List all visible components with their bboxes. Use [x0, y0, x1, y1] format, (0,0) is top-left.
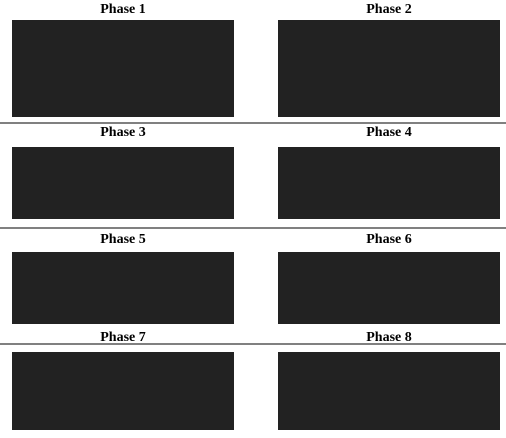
coastlines: [16, 256, 234, 319]
coastlines: [282, 256, 500, 319]
map-panel: Phase 6: [278, 232, 500, 324]
map-panel: Phase 3: [12, 125, 234, 219]
coastlines: [16, 151, 234, 214]
panel-title: Phase 3: [100, 125, 146, 140]
map: [278, 352, 500, 430]
panel-title: Phase 1: [100, 2, 146, 17]
coastlines: [282, 151, 500, 214]
coastlines: [16, 357, 234, 425]
map-panel: Phase 7: [12, 330, 234, 430]
map: [12, 20, 234, 117]
map-panel: Phase 5: [12, 232, 234, 324]
map: [278, 252, 500, 324]
map-panel: Phase 8: [278, 330, 500, 430]
coastlines: [282, 357, 500, 425]
map-panel: Phase 1: [12, 2, 234, 117]
panel-title: Phase 8: [366, 330, 412, 345]
map: [12, 352, 234, 430]
map-panel: Phase 2: [278, 2, 500, 117]
map-panel: Phase 4: [278, 125, 500, 219]
coastlines: [282, 26, 500, 110]
map: [12, 147, 234, 219]
map: [278, 20, 500, 117]
map: [278, 147, 500, 219]
panel-title: Phase 4: [366, 125, 412, 140]
panel-title: Phase 7: [100, 330, 146, 345]
panel-title: Phase 2: [366, 2, 412, 17]
coastlines: [16, 26, 234, 110]
panel-title: Phase 5: [100, 232, 146, 247]
panel-title: Phase 6: [366, 232, 412, 247]
map: [12, 252, 234, 324]
